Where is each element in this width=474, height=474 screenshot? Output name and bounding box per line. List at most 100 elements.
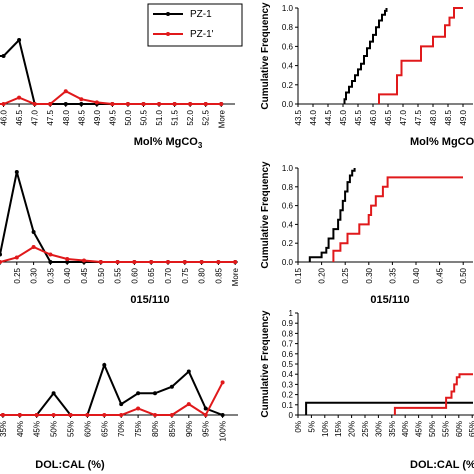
ratio-frequency-point-pz1p <box>166 260 170 264</box>
dolcal-cumulative-y-tick-label: 0.2 <box>282 391 294 400</box>
ratio-frequency-tick-label: 0.75 <box>181 267 190 283</box>
dolcal-cumulative-x-tick-label: 60% <box>455 421 464 437</box>
dolcal-cumulative-x-tick-label: 25% <box>361 421 370 437</box>
mgco3-frequency-tick-label: 46.0 <box>0 109 9 125</box>
mgco3-frequency-point-pz1 <box>1 54 6 58</box>
dolcal-cumulative-xlabel: DOL:CAL (%) <box>410 459 474 471</box>
legend: PZ-1 PZ-1' <box>147 3 243 47</box>
mgco3-cumulative-y-tick-label: 0.6 <box>282 42 294 51</box>
ratio-cumulative-y-tick-label: 1.0 <box>282 164 294 173</box>
dolcal-cumulative-y-tick-label: 0 <box>289 411 294 420</box>
mgco3-cumulative-x-tick-label: 46.5 <box>384 109 393 125</box>
dolcal-cumulative-y-tick-label: 1 <box>289 309 294 318</box>
dolcal-cumulative-ylabel: Cumulative Frequency <box>260 310 271 418</box>
ratio-frequency-tick-label: 0.80 <box>198 267 207 283</box>
dolcal-cumulative-x-tick-label: 65% <box>468 421 474 437</box>
ratio-frequency-point-pz1 <box>65 260 70 264</box>
ratio-frequency-tick-label: More <box>231 267 240 286</box>
dolcal-cumulative-x-tick-label: 20% <box>348 421 357 437</box>
mgco3-frequency-point-pz1p <box>157 102 162 106</box>
ratio-frequency-tick-label: 0.45 <box>80 267 89 283</box>
ratio-cumulative-x-tick-label: 0.20 <box>318 267 327 283</box>
ratio-frequency-point-pz1p <box>115 260 120 264</box>
ratio-frequency-tick-label: 0.40 <box>63 267 72 283</box>
mgco3-frequency-tick-label: 47.0 <box>31 109 40 125</box>
dolcal-frequency-point-pz1 <box>186 369 191 374</box>
mgco3-frequency-tick-label: 51.0 <box>155 109 164 125</box>
dolcal-frequency-point-pz1p <box>136 406 141 411</box>
mgco3-frequency-tick-label: More <box>217 109 226 128</box>
dolcal-frequency-point-pz1 <box>102 363 107 367</box>
mgco3-frequency-line-pz1 <box>0 38 222 105</box>
ratio-frequency-point-pz1 <box>31 230 36 234</box>
mgco3-cumulative: 0.0 0.2 0.4 0.6 0.8 1.0 43.5 44.0 44.5 45.0 45.5 46… <box>260 2 473 126</box>
dolcal-frequency-tick-label: 70% <box>117 421 126 437</box>
mgco3-frequency-tick-label: 46.5 <box>15 109 24 125</box>
ratio-frequency-point-pz1p <box>132 260 137 264</box>
ratio-frequency-tick-label: 0.25 <box>13 267 22 283</box>
mgco3-cumulative-x-tick-label: 44.5 <box>324 109 333 125</box>
dolcal-frequency-tick-label: 60% <box>83 421 92 437</box>
dolcal-cumulative-y-tick-label: 0.4 <box>282 370 294 379</box>
mgco3-frequency-point-pz1 <box>63 102 68 106</box>
ratio-frequency-point-pz1 <box>48 260 53 264</box>
dolcal-frequency: 35% 40% 45% 50% 55% 60% 65% 70% 75% 80% 85% 90% 95% 1… <box>0 362 238 441</box>
dolcal-cumulative-y-tick-label: 0.3 <box>282 380 294 389</box>
ratio-cumulative-y-tick-label: 0.0 <box>282 258 294 267</box>
dolcal-cumulative-y-tick-label: 0.9 <box>282 319 294 328</box>
ratio-cumulative-x-tick-label: 0.15 <box>294 267 303 283</box>
mgco3-frequency-point-pz1p <box>48 102 53 106</box>
dolcal-frequency-point-pz1p <box>186 402 191 407</box>
mgco3-cumulative-x-tick-label: 48.0 <box>429 109 438 125</box>
mgco3-frequency-point-pz1 <box>17 38 22 42</box>
dolcal-frequency-tick-label: 45% <box>33 421 42 437</box>
dolcal-frequency-point-pz1p <box>34 413 39 417</box>
ratio-frequency-point-pz1p <box>149 260 154 264</box>
ratio-cumulative-y-tick-label: 0.4 <box>282 220 294 229</box>
ratio-frequency-point-pz1 <box>14 170 19 174</box>
dolcal-cumulative-y-tick-label: 0.8 <box>282 329 294 338</box>
dolcal-frequency-tick-label: 100% <box>219 421 228 441</box>
ratio-cumulative-y-tick-label: 0.6 <box>282 202 294 211</box>
dolcal-frequency-point-pz1p <box>153 413 157 417</box>
legend-marker-pz1p <box>166 32 170 36</box>
dolcal-cumulative-x-tick-label: 0% <box>294 421 303 433</box>
mgco3-frequency-point-pz1p <box>94 100 99 105</box>
dolcal-frequency-point-pz1 <box>136 391 141 396</box>
dolcal-cumulative-x-tick-label: 50% <box>428 421 437 437</box>
ratio-frequency: 0.25 0.30 0.35 0.40 0.45 0.50 0.55 0.60 0.65 0.70… <box>0 170 240 286</box>
ratio-cumulative-ylabel: Cumulative Frequency <box>260 161 271 269</box>
dolcal-frequency-point-pz1p <box>119 413 124 417</box>
dolcal-cumulative-y-tick-label: 0.6 <box>282 350 294 359</box>
mgco3-frequency-point-pz1p <box>110 102 115 106</box>
dolcal-frequency-tick-label: 85% <box>168 421 177 437</box>
dolcal-cumulative-y-tick-label: 0.7 <box>282 340 294 349</box>
mgco3-frequency-point-pz1 <box>79 102 84 106</box>
mgco3-cumulative-y-tick-label: 0.8 <box>282 23 294 32</box>
ratio-cumulative-step-pz1 <box>308 168 356 262</box>
mgco3-cumulative-x-tick-label: 46.0 <box>369 109 378 125</box>
mgco3-frequency-tick-label: 52.0 <box>186 109 195 125</box>
dolcal-cumulative-x-tick-label: 40% <box>401 421 410 437</box>
ratio-frequency-tick-label: 0.30 <box>30 267 39 283</box>
mgco3-cumulative-y-tick-label: 0.4 <box>282 62 294 71</box>
mgco3-frequency-tick-label: 49.0 <box>93 109 102 125</box>
dolcal-frequency-tick-label: 80% <box>151 421 160 437</box>
mgco3-cumulative-xlabel: Mol% MgCO3 <box>410 136 474 150</box>
ratio-cumulative-x-tick-label: 0.35 <box>388 267 397 283</box>
mgco3-frequency-point-pz1p <box>172 102 177 106</box>
dolcal-frequency-tick-label: 40% <box>16 421 25 437</box>
dolcal-frequency-point-pz1p <box>220 380 225 385</box>
mgco3-cumulative-x-tick-label: 47.0 <box>399 109 408 125</box>
ratio-frequency-point-pz1 <box>0 252 2 257</box>
mgco3-cumulative-x-tick-label: 44.0 <box>309 109 318 125</box>
dolcal-frequency-point-pz1 <box>220 413 225 417</box>
dolcal-frequency-line-pz1p <box>0 381 224 417</box>
dolcal-frequency-xlabel: DOL:CAL (%) <box>35 459 105 471</box>
dolcal-frequency-point-pz1 <box>203 406 208 411</box>
mgco3-frequency: 46.0 46.5 47.0 47.5 48.0 48.5 49.0 49.5 50.0 50.5… <box>0 38 235 128</box>
dolcal-frequency-tick-label: 75% <box>134 421 143 437</box>
mgco3-frequency-tick-label: 50.5 <box>140 109 149 125</box>
mgco3-cumulative-x-tick-label: 49.0 <box>459 109 468 125</box>
mgco3-cumulative-x-tick-label: 48.5 <box>444 109 453 125</box>
